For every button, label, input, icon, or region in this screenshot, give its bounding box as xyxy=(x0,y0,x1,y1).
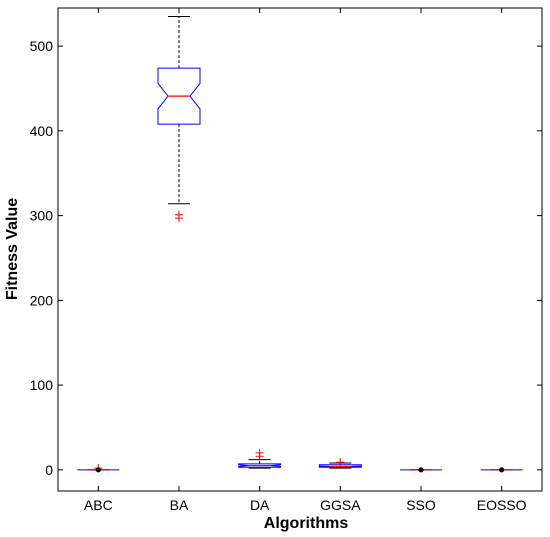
marker-point xyxy=(499,467,505,473)
outlier-point xyxy=(255,448,264,457)
y-axis: 0 100 200 300 400 500 xyxy=(30,38,542,478)
x-tick-label: DA xyxy=(250,497,270,513)
box-body xyxy=(238,463,282,468)
marker-point xyxy=(418,467,424,473)
outlier-point xyxy=(336,458,345,467)
x-tick-label: EOSSO xyxy=(477,497,527,513)
x-tick-label: SSO xyxy=(406,497,436,513)
y-tick-label: 200 xyxy=(30,292,54,308)
box-abc xyxy=(77,464,120,473)
box-ggsa xyxy=(318,458,362,469)
box-eosso xyxy=(480,467,523,473)
box-da xyxy=(238,448,282,469)
marker-point xyxy=(95,467,101,473)
x-tick-label: GGSA xyxy=(320,497,361,513)
outlier-point xyxy=(175,214,183,223)
y-tick-label: 0 xyxy=(45,462,53,478)
y-axis-title: Fitness Value xyxy=(4,198,21,300)
boxes-layer xyxy=(77,15,523,473)
x-axis-title: Algorithms xyxy=(264,515,349,532)
x-tick-label: BA xyxy=(170,497,189,513)
x-tick-label: ABC xyxy=(84,497,113,513)
plot-area xyxy=(57,7,543,492)
box-ba xyxy=(157,15,201,223)
y-tick-label: 500 xyxy=(30,38,54,54)
y-tick-label: 100 xyxy=(30,377,54,393)
box-body xyxy=(157,67,201,125)
y-tick-label: 400 xyxy=(30,123,54,139)
box-body xyxy=(318,464,362,468)
box-sso xyxy=(400,467,442,473)
x-axis: ABC BA DA GGSA SSO EOSSO xyxy=(84,8,527,513)
y-tick-label: 300 xyxy=(30,208,54,224)
